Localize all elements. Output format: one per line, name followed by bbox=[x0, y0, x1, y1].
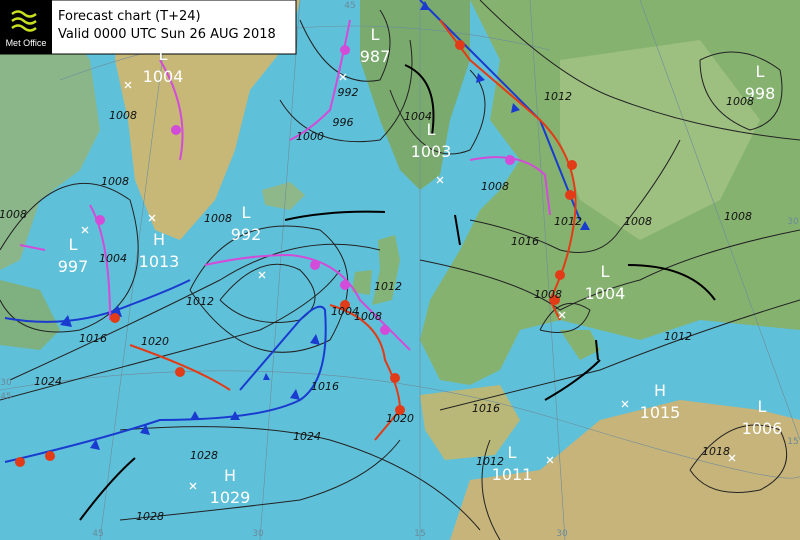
land bbox=[450, 400, 800, 540]
isobar-label: 1004 bbox=[331, 305, 359, 318]
center-type: L bbox=[242, 203, 251, 222]
grid-label: 30 bbox=[556, 529, 568, 539]
center-pressure: 1013 bbox=[139, 252, 180, 271]
isobar-label: 1020 bbox=[141, 335, 169, 348]
center-type: L bbox=[69, 235, 78, 254]
isobar-label: 1016 bbox=[511, 235, 539, 248]
isobar-label: 1008 bbox=[204, 212, 232, 225]
land bbox=[0, 280, 60, 350]
grid-label: 15 bbox=[787, 437, 798, 447]
center-type: L bbox=[756, 62, 765, 81]
land bbox=[0, 20, 100, 270]
land bbox=[372, 235, 400, 305]
isobar-label: 1024 bbox=[34, 375, 62, 388]
valid-time: Valid 0000 UTC Sun 26 AUG 2018 bbox=[58, 27, 276, 42]
land bbox=[420, 385, 520, 460]
isobar-label: 1008 bbox=[0, 208, 27, 221]
isobar-label: 1008 bbox=[481, 180, 509, 193]
center-pressure: 1003 bbox=[411, 142, 452, 161]
isobar-label: 1028 bbox=[190, 449, 218, 462]
land bbox=[352, 270, 372, 295]
land bbox=[115, 0, 300, 240]
isobar-label: 1028 bbox=[136, 510, 164, 523]
center-pressure: 997 bbox=[58, 257, 89, 276]
isobar-label: 1004 bbox=[404, 110, 432, 123]
center-type: L bbox=[371, 25, 380, 44]
isobar-label: 1008 bbox=[101, 175, 129, 188]
grid-label: 30 bbox=[252, 529, 264, 539]
isobar-label: 1000 bbox=[296, 130, 324, 143]
isobar-label: 1024 bbox=[293, 430, 321, 443]
isobar-label: 1012 bbox=[554, 215, 582, 228]
grid-label: 30 bbox=[0, 378, 12, 388]
land bbox=[560, 40, 760, 240]
grid-label: 15 bbox=[414, 529, 425, 539]
isobar-label: 1012 bbox=[664, 330, 692, 343]
center-type: H bbox=[224, 466, 236, 485]
isobar-label: 1016 bbox=[472, 402, 500, 415]
land bbox=[262, 182, 305, 210]
isobar-label: 1008 bbox=[726, 95, 754, 108]
isobar-label: 1012 bbox=[544, 90, 572, 103]
land bbox=[360, 0, 470, 190]
center-pressure: 1006 bbox=[742, 419, 783, 438]
isobar-label: 1018 bbox=[702, 445, 730, 458]
center-pressure: 998 bbox=[745, 84, 776, 103]
center-type: L bbox=[601, 262, 610, 281]
isobar-label: 1004 bbox=[99, 252, 127, 265]
center-marker bbox=[81, 226, 89, 234]
center-pressure: 1011 bbox=[492, 465, 533, 484]
isobar-label: 1016 bbox=[79, 332, 107, 345]
grid-label: 45 bbox=[344, 1, 355, 11]
center-marker bbox=[436, 176, 444, 184]
center-pressure: 1004 bbox=[585, 284, 626, 303]
center-type: H bbox=[153, 230, 165, 249]
logo-text: Met Office bbox=[6, 38, 47, 48]
center-pressure: 1015 bbox=[640, 403, 681, 422]
grid-label: 45 bbox=[0, 392, 11, 402]
center-type: H bbox=[654, 381, 666, 400]
center-type: L bbox=[758, 397, 767, 416]
isobar-label: 996 bbox=[333, 116, 354, 129]
isobar-label: 1008 bbox=[534, 288, 562, 301]
grid-label: 30 bbox=[787, 217, 799, 227]
center-marker bbox=[124, 81, 132, 89]
center-marker bbox=[339, 73, 347, 81]
isobar-label: 1020 bbox=[386, 412, 414, 425]
center-marker bbox=[621, 400, 629, 408]
grid-label: 45 bbox=[92, 529, 103, 539]
isobar-label: 1016 bbox=[311, 380, 339, 393]
isobar-label: 1008 bbox=[109, 109, 137, 122]
land bbox=[560, 330, 600, 360]
center-type: L bbox=[159, 45, 168, 64]
center-marker bbox=[558, 311, 566, 319]
logo-waves bbox=[11, 10, 37, 32]
center-type: L bbox=[427, 120, 436, 139]
center-marker bbox=[546, 456, 554, 464]
center-pressure: 992 bbox=[231, 225, 262, 244]
center-pressure: 1029 bbox=[210, 488, 251, 507]
isobar-label: 1008 bbox=[354, 310, 382, 323]
center-pressure: 1004 bbox=[143, 67, 184, 86]
isobar-label: 1012 bbox=[476, 455, 504, 468]
isobar-label: 992 bbox=[338, 86, 359, 99]
isobar-label: 1012 bbox=[374, 280, 402, 293]
isobar-label: 1008 bbox=[624, 215, 652, 228]
front-symbols bbox=[15, 1, 590, 467]
isobar-label: 1012 bbox=[186, 295, 214, 308]
center-pressure: 987 bbox=[360, 47, 391, 66]
center-marker bbox=[148, 214, 156, 222]
center-marker bbox=[728, 454, 736, 462]
center-marker bbox=[189, 482, 197, 490]
isobar-label: 1008 bbox=[724, 210, 752, 223]
chart-title: Forecast chart (T+24) bbox=[58, 9, 201, 24]
logo bbox=[0, 0, 52, 54]
center-marker bbox=[258, 271, 266, 279]
center-type: L bbox=[508, 443, 517, 462]
troughs bbox=[79, 64, 716, 521]
